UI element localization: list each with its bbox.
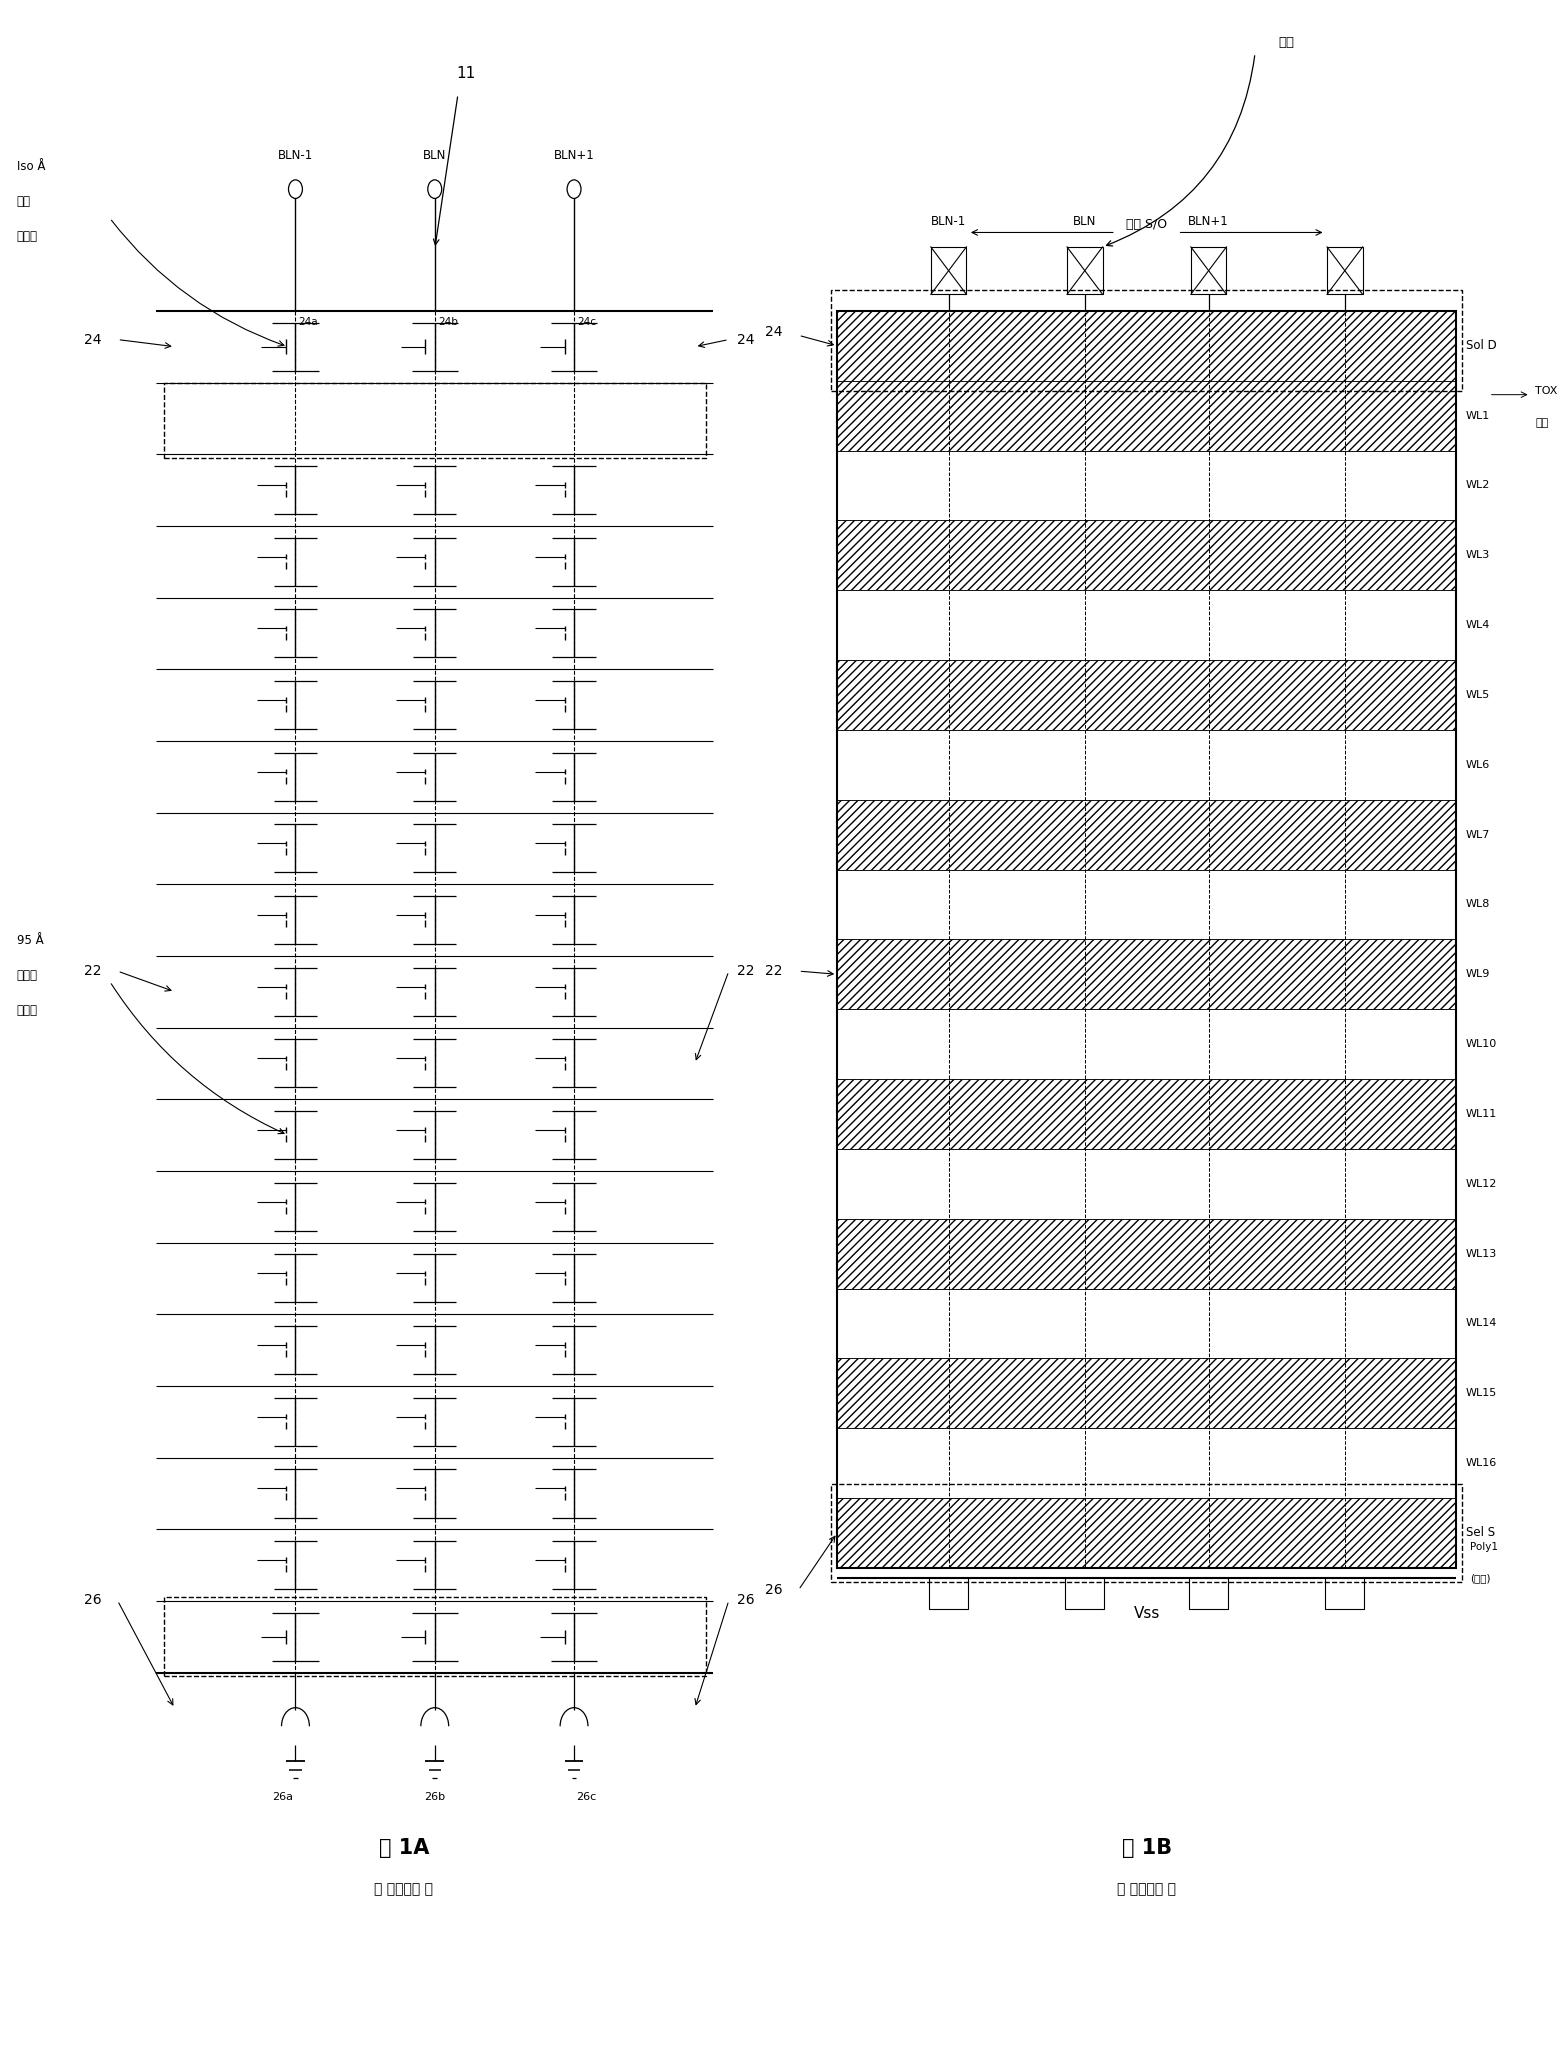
Text: 22: 22 — [737, 965, 754, 977]
Text: WL10: WL10 — [1465, 1039, 1496, 1050]
Text: 隧道氧: 隧道氧 — [17, 969, 37, 981]
Text: 22: 22 — [84, 965, 102, 977]
Text: Sol D: Sol D — [1465, 339, 1496, 353]
Bar — [831, 1483, 1462, 1583]
Bar — [164, 382, 706, 459]
Bar — [837, 1498, 1456, 1568]
Text: WL4: WL4 — [1465, 620, 1490, 630]
Text: WL6: WL6 — [1465, 760, 1490, 771]
Bar — [837, 1149, 1456, 1219]
Text: 晶体管: 晶体管 — [17, 229, 37, 244]
Text: 95 Å: 95 Å — [17, 934, 44, 946]
Bar — [929, 1578, 968, 1609]
Text: 24: 24 — [737, 333, 754, 347]
Text: （ 现有技术 ）: （ 现有技术 ） — [1117, 1882, 1176, 1897]
Circle shape — [567, 180, 581, 198]
Text: 选择: 选择 — [17, 194, 31, 209]
Text: 26: 26 — [84, 1593, 102, 1607]
Bar — [837, 1428, 1456, 1498]
Text: Poly1: Poly1 — [1470, 1541, 1498, 1552]
Text: 接触: 接触 — [1278, 35, 1293, 50]
Bar — [837, 940, 1456, 1008]
Bar — [1326, 1578, 1364, 1609]
Text: 掩模: 掩模 — [1535, 417, 1548, 428]
Text: WL2: WL2 — [1465, 481, 1490, 490]
Bar — [931, 248, 967, 293]
Text: 24: 24 — [765, 324, 783, 339]
Text: BLN+1: BLN+1 — [553, 149, 595, 163]
Text: WL12: WL12 — [1465, 1180, 1496, 1188]
Text: 22: 22 — [765, 965, 783, 977]
Bar — [837, 800, 1456, 870]
Bar — [1328, 248, 1362, 293]
Text: 24: 24 — [84, 333, 102, 347]
Text: 24b: 24b — [437, 316, 458, 326]
Bar — [837, 521, 1456, 591]
Bar — [837, 310, 1456, 1568]
Text: （ 现有技术 ）: （ 现有技术 ） — [375, 1882, 433, 1897]
Circle shape — [289, 180, 303, 198]
Bar — [1067, 248, 1103, 293]
Text: 26: 26 — [765, 1583, 783, 1597]
Text: WL14: WL14 — [1465, 1318, 1496, 1328]
Text: WL9: WL9 — [1465, 969, 1490, 979]
Text: WL5: WL5 — [1465, 690, 1490, 700]
Text: WL15: WL15 — [1465, 1388, 1496, 1399]
Text: WL7: WL7 — [1465, 831, 1490, 839]
Text: 26a: 26a — [273, 1793, 294, 1802]
Text: BLN-1: BLN-1 — [278, 149, 312, 163]
Bar — [837, 450, 1456, 521]
Bar — [837, 729, 1456, 800]
Text: Sel S: Sel S — [1465, 1527, 1495, 1539]
Text: 图 1A: 图 1A — [378, 1839, 430, 1857]
Text: WL16: WL16 — [1465, 1459, 1496, 1469]
Bar — [837, 659, 1456, 729]
Text: 化单元: 化单元 — [17, 1004, 37, 1016]
Text: TOX: TOX — [1535, 386, 1557, 397]
Text: 图 1B: 图 1B — [1122, 1839, 1172, 1857]
Text: BLN-1: BLN-1 — [931, 215, 967, 229]
Bar — [837, 1357, 1456, 1428]
Text: 24a: 24a — [298, 316, 319, 326]
Text: BLN: BLN — [1073, 215, 1097, 229]
Text: 26b: 26b — [425, 1793, 445, 1802]
Text: 26c: 26c — [576, 1793, 597, 1802]
Text: (蚀刻): (蚀刻) — [1470, 1574, 1490, 1583]
Text: BLN+1: BLN+1 — [1189, 215, 1229, 229]
Bar — [837, 1008, 1456, 1078]
FancyArrowPatch shape — [1106, 56, 1254, 246]
Bar — [837, 1078, 1456, 1149]
Text: WL13: WL13 — [1465, 1248, 1496, 1258]
Bar — [1189, 1578, 1228, 1609]
Text: 26: 26 — [737, 1593, 754, 1607]
Text: Vss: Vss — [1134, 1605, 1161, 1620]
Bar — [1065, 1578, 1104, 1609]
Bar — [837, 591, 1456, 659]
Text: WL8: WL8 — [1465, 899, 1490, 909]
Bar — [831, 289, 1462, 390]
Bar — [837, 1219, 1456, 1289]
Bar — [164, 1597, 706, 1676]
Circle shape — [428, 180, 442, 198]
Text: Iso Å: Iso Å — [17, 159, 45, 174]
Bar — [837, 310, 1456, 380]
Bar — [837, 870, 1456, 940]
Text: WL1: WL1 — [1465, 411, 1490, 421]
Text: BLN: BLN — [423, 149, 447, 163]
Bar — [837, 380, 1456, 450]
Text: 11: 11 — [456, 66, 475, 81]
Text: WL3: WL3 — [1465, 550, 1490, 560]
Text: 核心 S/O: 核心 S/O — [1126, 217, 1167, 231]
Text: 24c: 24c — [576, 316, 597, 326]
Text: WL11: WL11 — [1465, 1109, 1496, 1120]
Bar — [1190, 248, 1226, 293]
Bar — [837, 1289, 1456, 1357]
